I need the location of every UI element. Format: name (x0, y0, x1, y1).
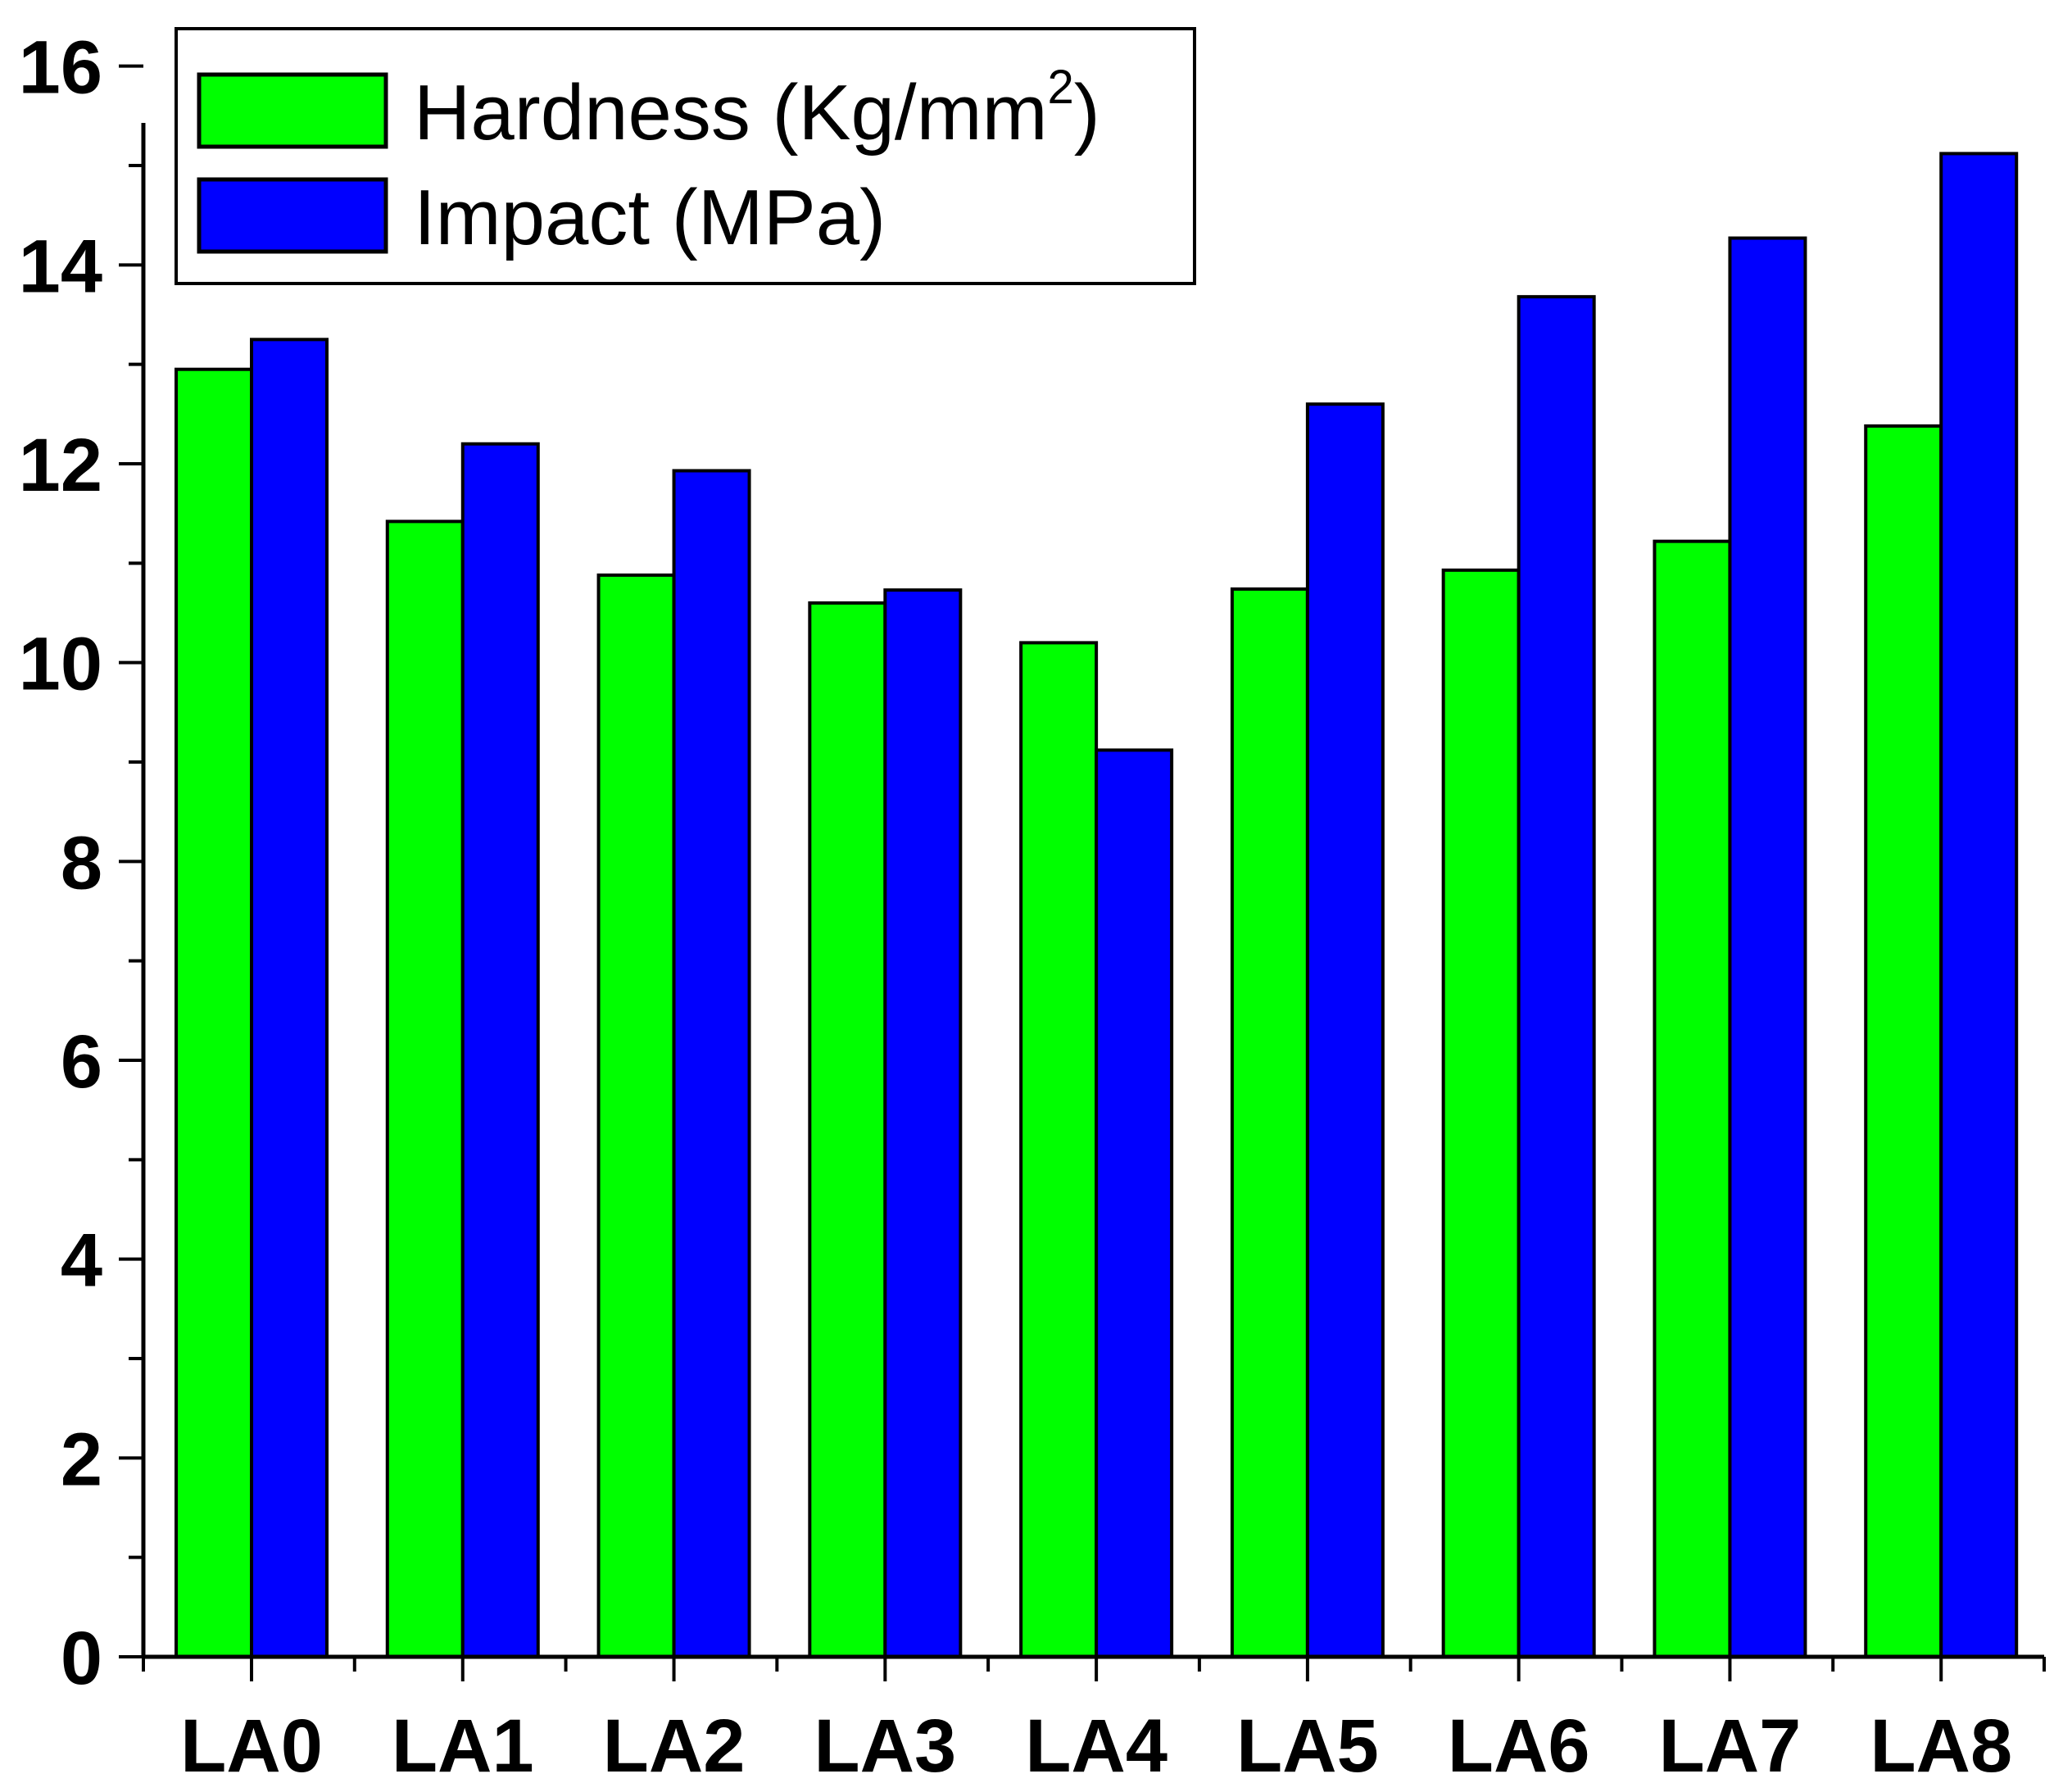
x-tick-label-la7: LA7 (1659, 1704, 1802, 1788)
x-tick-label-la2: LA2 (603, 1704, 746, 1788)
bar-hardness-la2 (596, 573, 676, 1658)
x-tick-label-la4: LA4 (1025, 1704, 1168, 1788)
bar-impact-la1 (460, 442, 540, 1659)
x-tick-label-la3: LA3 (814, 1704, 956, 1788)
y-tick-label: 4 (61, 1219, 102, 1303)
bar-impact-la6 (1517, 295, 1596, 1658)
bar-hardness-la6 (1441, 568, 1521, 1658)
bar-hardness-la0 (175, 367, 253, 1659)
y-tick-label: 12 (19, 424, 102, 507)
y-tick-label: 14 (19, 225, 102, 308)
bar-hardness-la7 (1653, 539, 1732, 1658)
legend-label-hardness: Hardness (Kg/mm2) (414, 61, 1100, 157)
x-tick-label-la8: LA8 (1870, 1704, 2012, 1788)
y-tick-label: 16 (19, 26, 102, 110)
bar-hardness-la8 (1864, 424, 1943, 1658)
legend-swatch-impact (197, 177, 388, 254)
bar-impact-la4 (1095, 748, 1174, 1659)
bar-impact-la7 (1728, 236, 1807, 1658)
y-tick-label: 10 (19, 623, 102, 706)
bar-impact-la8 (1939, 152, 2019, 1659)
y-tick-label: 8 (61, 821, 102, 905)
bar-impact-la3 (883, 588, 963, 1658)
legend-label-impact: Impact (MPa) (414, 174, 886, 261)
legend-swatch-hardness (197, 72, 388, 149)
x-tick-label-la6: LA6 (1448, 1704, 1590, 1788)
bar-hardness-la4 (1019, 641, 1099, 1658)
y-tick-label: 2 (61, 1418, 102, 1501)
bar-hardness-la3 (808, 601, 887, 1658)
x-tick-label-la5: LA5 (1236, 1704, 1379, 1788)
axes-layer: 0 2 4 6 8 10 12 14 16 LA0 LA1 LA2 LA3 LA4 LA5 LA6 LA7 LA8 (19, 26, 2046, 1788)
y-tick-label: 6 (61, 1020, 102, 1104)
x-tick-label-la0: LA0 (180, 1704, 323, 1788)
y-tick-label: 0 (61, 1617, 102, 1700)
bar-impact-la2 (672, 469, 751, 1659)
bar-hardness-la5 (1230, 587, 1309, 1658)
bar-impact-la0 (250, 338, 329, 1658)
bar-impact-la5 (1305, 402, 1385, 1659)
x-tick-label-la1: LA1 (392, 1704, 534, 1788)
bars-layer (175, 152, 2019, 1659)
legend: Hardness (Kg/mm2) Impact (MPa) (175, 27, 1196, 285)
bar-hardness-la1 (385, 519, 465, 1659)
